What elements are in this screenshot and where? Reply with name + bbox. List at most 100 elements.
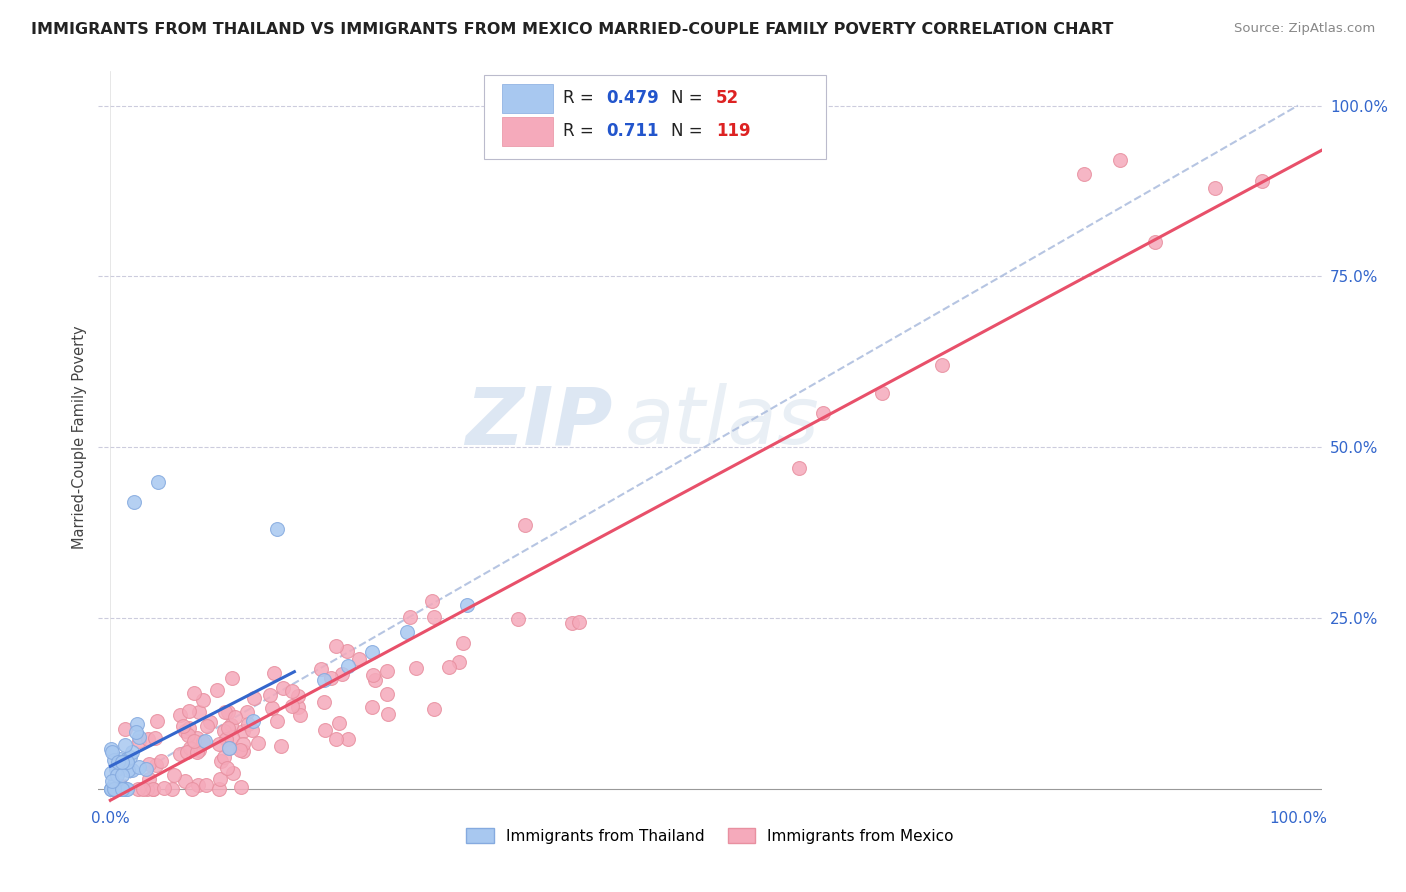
Point bbox=[270, 739, 292, 753]
Point bbox=[1108, 153, 1130, 168]
Point bbox=[221, 730, 243, 744]
Point bbox=[195, 719, 218, 733]
Point bbox=[128, 759, 150, 773]
Point bbox=[288, 707, 311, 722]
Point bbox=[128, 731, 150, 745]
Point bbox=[110, 779, 132, 793]
Point bbox=[188, 743, 211, 757]
Text: R =: R = bbox=[564, 122, 605, 140]
Point bbox=[360, 699, 382, 714]
Point bbox=[222, 765, 245, 780]
Point bbox=[336, 644, 359, 658]
Point bbox=[115, 782, 138, 797]
Point bbox=[1073, 167, 1095, 181]
Text: Source: ZipAtlas.com: Source: ZipAtlas.com bbox=[1234, 22, 1375, 36]
Point bbox=[330, 667, 353, 681]
Point bbox=[128, 734, 150, 748]
Point bbox=[247, 736, 270, 750]
Point bbox=[101, 773, 124, 788]
Point bbox=[142, 782, 165, 797]
Point bbox=[115, 756, 138, 770]
Point bbox=[205, 683, 228, 698]
Point bbox=[287, 699, 309, 714]
Text: N =: N = bbox=[671, 122, 707, 140]
Point bbox=[146, 714, 169, 728]
Point bbox=[870, 385, 893, 400]
Point bbox=[312, 695, 335, 709]
Point bbox=[120, 749, 142, 764]
Point bbox=[111, 768, 134, 782]
Point bbox=[100, 782, 122, 797]
Point bbox=[314, 723, 336, 737]
Point bbox=[214, 706, 236, 720]
Point bbox=[145, 758, 167, 772]
Point bbox=[200, 714, 222, 729]
Point bbox=[187, 705, 209, 719]
Point bbox=[259, 688, 281, 702]
Point bbox=[111, 782, 134, 797]
Point bbox=[101, 745, 124, 759]
Point bbox=[229, 780, 252, 795]
Point bbox=[568, 615, 591, 629]
Point bbox=[236, 706, 259, 720]
Text: 52: 52 bbox=[716, 89, 740, 107]
Point bbox=[271, 681, 294, 695]
Point bbox=[180, 782, 202, 797]
Point bbox=[377, 707, 399, 722]
Point bbox=[111, 782, 134, 797]
Text: N =: N = bbox=[671, 89, 707, 107]
Point bbox=[420, 594, 443, 608]
Point bbox=[138, 772, 160, 786]
Point bbox=[506, 612, 529, 626]
Point bbox=[103, 753, 125, 767]
Point bbox=[242, 714, 264, 728]
Point bbox=[107, 782, 129, 797]
Point bbox=[136, 782, 159, 797]
Point bbox=[423, 610, 446, 624]
Point bbox=[217, 721, 239, 735]
Point bbox=[183, 686, 205, 700]
Point bbox=[105, 768, 128, 782]
Point bbox=[111, 782, 134, 797]
Point bbox=[152, 780, 174, 795]
Point bbox=[193, 735, 215, 749]
Point bbox=[1251, 174, 1274, 188]
Point bbox=[100, 741, 122, 756]
Text: IMMIGRANTS FROM THAILAND VS IMMIGRANTS FROM MEXICO MARRIED-COUPLE FAMILY POVERTY: IMMIGRANTS FROM THAILAND VS IMMIGRANTS F… bbox=[31, 22, 1114, 37]
Point bbox=[127, 782, 149, 797]
Point bbox=[160, 782, 183, 797]
Point bbox=[114, 782, 136, 797]
Point bbox=[209, 754, 232, 768]
Point bbox=[319, 671, 342, 685]
Text: 119: 119 bbox=[716, 122, 751, 140]
Point bbox=[208, 737, 231, 751]
Point bbox=[236, 717, 259, 731]
Point bbox=[177, 728, 200, 742]
Point bbox=[363, 668, 385, 682]
Point bbox=[218, 740, 240, 755]
Point bbox=[172, 718, 194, 732]
Point bbox=[375, 687, 398, 701]
Point bbox=[360, 645, 382, 659]
Text: 0.711: 0.711 bbox=[606, 122, 658, 140]
Point bbox=[111, 755, 134, 769]
Point bbox=[232, 724, 254, 739]
Point bbox=[186, 731, 208, 746]
Point bbox=[347, 651, 370, 665]
Point bbox=[107, 763, 129, 777]
Point bbox=[447, 655, 470, 669]
Point bbox=[138, 757, 160, 772]
Point bbox=[219, 718, 242, 732]
Point bbox=[177, 721, 200, 735]
Point bbox=[142, 782, 165, 797]
Point bbox=[229, 743, 252, 757]
Point bbox=[328, 716, 350, 731]
Point bbox=[174, 723, 197, 738]
Point bbox=[105, 782, 128, 797]
Point bbox=[104, 782, 127, 797]
Point bbox=[215, 731, 238, 746]
Point bbox=[337, 731, 360, 746]
Point bbox=[163, 768, 186, 782]
FancyBboxPatch shape bbox=[502, 84, 554, 113]
Point bbox=[108, 751, 131, 765]
